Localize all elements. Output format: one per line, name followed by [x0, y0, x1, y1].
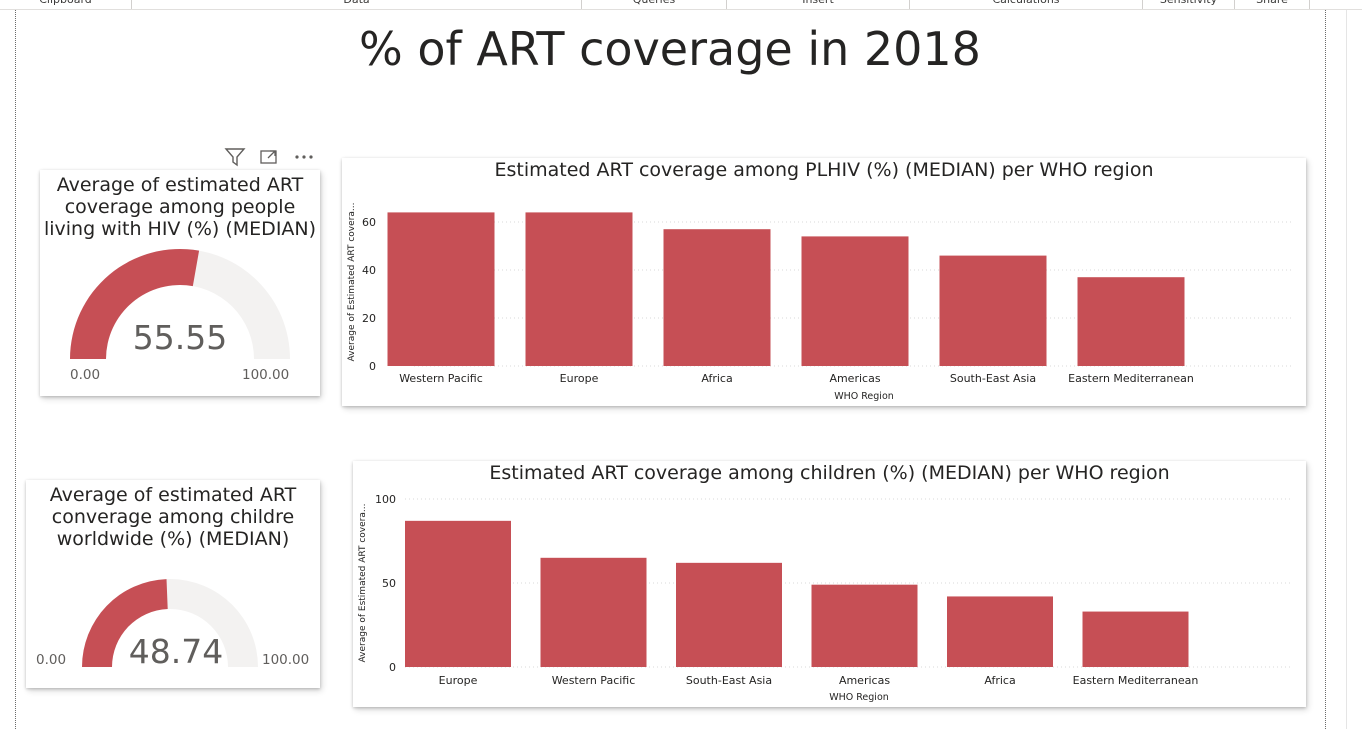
ribbon-group-clipboard[interactable]: Clipboard [0, 0, 132, 9]
ribbon-group-data[interactable]: Data [132, 0, 582, 9]
x-axis-title: WHO Region [834, 391, 894, 402]
gauge-title-line: worldwide (%) (MEDIAN) [56, 528, 290, 550]
bar [811, 584, 918, 667]
bar [947, 596, 1053, 667]
gauge-min-label: 0.00 [70, 367, 101, 383]
y-tick-label: 60 [362, 216, 376, 229]
ribbon-group-calculations[interactable]: Calculations [910, 0, 1143, 9]
x-tick-label: Americas [839, 674, 890, 687]
x-axis-title: WHO Region [829, 692, 889, 703]
gauge-max-label: 100.00 [262, 652, 310, 668]
gauge-max-label: 100.00 [242, 367, 290, 383]
ribbon-group-sensitivity[interactable]: Sensitivity [1143, 0, 1235, 9]
x-tick-label: South-East Asia [950, 372, 1036, 385]
y-tick-label: 20 [362, 312, 376, 325]
x-tick-label: Western Pacific [399, 372, 483, 385]
gauge-fill [82, 579, 168, 667]
bar [939, 255, 1047, 366]
bar [676, 562, 782, 667]
bar [801, 236, 909, 366]
gauge-min-label: 0.00 [36, 652, 67, 668]
y-tick-label: 100 [375, 493, 396, 506]
x-tick-label: Europe [439, 674, 478, 687]
gauge-card-children[interactable]: Average of estimated ART converage among… [26, 480, 320, 688]
bar [405, 520, 511, 667]
x-tick-label: Europe [560, 372, 599, 385]
x-tick-label: Africa [701, 372, 732, 385]
canvas-left-boundary [15, 10, 16, 729]
bar [663, 229, 771, 366]
chart-title: Estimated ART coverage among children (%… [489, 462, 1170, 484]
gauge-value: 48.74 [128, 632, 224, 671]
gauge-title: Average of estimated ART coverage among … [40, 174, 320, 240]
gauge-title: Average of estimated ART converage among… [26, 484, 320, 550]
gauge-fill [70, 249, 200, 359]
gauge-title-line: living with HIV (%) (MEDIAN) [43, 218, 317, 240]
x-tick-label: South-East Asia [686, 674, 772, 687]
y-axis-title: Average of Estimated ART covera... [347, 203, 357, 362]
ribbon-group-share[interactable]: Share [1235, 0, 1310, 9]
y-tick-label: 50 [382, 577, 396, 590]
y-tick-label: 0 [389, 661, 396, 674]
bar [1082, 611, 1189, 667]
gauge-arc [82, 579, 258, 667]
y-tick-label: 40 [362, 264, 376, 277]
gauge-title-line: Average of estimated ART [56, 174, 304, 196]
chart-plot: 0 50 100 Europe Western Pacific South-East As… [358, 493, 1293, 703]
bar [540, 557, 647, 667]
gauge-title-line: coverage among people [64, 196, 296, 218]
ribbon-bar: Clipboard Data Queries Insert Calculatio… [0, 0, 1362, 10]
more-options-icon[interactable] [292, 147, 316, 171]
bar [525, 212, 633, 366]
ribbon-group-insert[interactable]: Insert [727, 0, 910, 9]
page-title: % of ART coverage in 2018 [359, 22, 981, 76]
filter-icon[interactable] [224, 147, 246, 171]
chart-title: Estimated ART coverage among PLHIV (%) (… [494, 159, 1154, 181]
x-tick-label: Americas [829, 372, 880, 385]
ribbon-group-queries[interactable]: Queries [582, 0, 727, 9]
gauge-value: 55.55 [132, 318, 228, 357]
gauge-card-plhiv[interactable]: Average of estimated ART coverage among … [40, 170, 320, 396]
x-tick-label: Africa [984, 674, 1015, 687]
bar [1077, 277, 1185, 366]
bar-chart-children[interactable]: Estimated ART coverage among children (%… [353, 461, 1306, 707]
focus-mode-icon[interactable] [258, 147, 280, 171]
canvas-right-boundary [1325, 10, 1326, 729]
gauge-title-line: Average of estimated ART [49, 484, 297, 506]
chart-plot: 0 20 40 60 Western Pacific Europe Africa Americ… [347, 203, 1294, 402]
bar [387, 212, 495, 366]
bar-chart-plhiv[interactable]: Estimated ART coverage among PLHIV (%) (… [342, 158, 1306, 406]
x-tick-label: Eastern Mediterranean [1068, 372, 1194, 385]
x-tick-label: Western Pacific [552, 674, 636, 687]
x-tick-label: Eastern Mediterranean [1073, 674, 1199, 687]
vertical-scrollbar[interactable] [1346, 10, 1362, 729]
y-tick-label: 0 [369, 360, 376, 373]
gauge-title-line: converage among childre [51, 506, 295, 528]
gauge-arc [70, 249, 290, 359]
y-axis-title: Average of Estimated ART covera... [358, 504, 368, 663]
visual-header [224, 147, 319, 167]
